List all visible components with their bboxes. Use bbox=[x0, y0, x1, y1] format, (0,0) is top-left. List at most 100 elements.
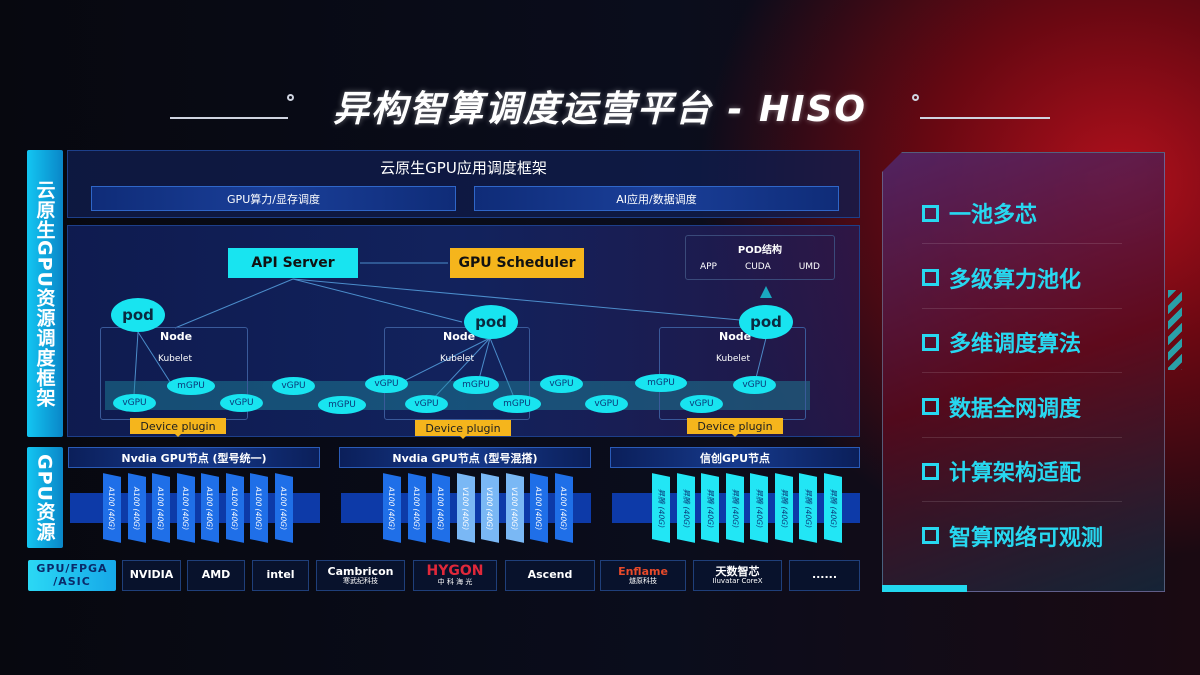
pod-structure-box: POD结构 APP CUDA UMD bbox=[685, 235, 835, 280]
page-title: 异构智算调度运营平台 - HISO bbox=[332, 89, 868, 130]
pod-ellipse: pod bbox=[111, 298, 165, 332]
title-deco-dot bbox=[912, 94, 919, 101]
panel-accent bbox=[882, 585, 967, 592]
feature-item: 智算网络可观测 bbox=[922, 520, 1103, 552]
feature-item: 多维调度算法 bbox=[922, 326, 1081, 358]
device-plugin-box: Device plugin bbox=[415, 420, 511, 439]
vgpu-ellipse: vGPU bbox=[113, 394, 156, 412]
gpu-card-label: A100 (40G) bbox=[254, 485, 264, 531]
title-deco-left bbox=[170, 117, 288, 119]
feature-panel bbox=[882, 152, 1165, 592]
vendor-subname: Iluvatar CoreX bbox=[712, 576, 763, 585]
feature-label: 多维调度算法 bbox=[949, 332, 1082, 357]
vgpu-ellipse: vGPU bbox=[405, 395, 448, 413]
vendor-subname: 中 科 海 光 bbox=[437, 578, 473, 587]
gpu-card: A100 (40G) bbox=[225, 473, 244, 543]
pod-structure-title: POD结构 bbox=[737, 245, 783, 256]
gpu-card: 昇腾 (40G) bbox=[799, 473, 817, 543]
device-plugin-box: Device plugin bbox=[687, 418, 783, 437]
gpu-scheduler-box: GPU Scheduler bbox=[450, 248, 584, 278]
gpu-card-label: V100 (40G) bbox=[485, 485, 495, 531]
vendor-logo-cambricon: Cambricon 寒武纪科技 bbox=[316, 560, 405, 591]
feature-divider bbox=[922, 307, 1122, 309]
vgpu-ellipse: vGPU bbox=[540, 375, 583, 393]
title-deco-dot bbox=[287, 94, 294, 101]
checkbox-icon bbox=[922, 269, 939, 286]
api-server-box: API Server bbox=[228, 248, 358, 278]
title-deco-right bbox=[920, 117, 1050, 119]
kubelet-label: Kubelet bbox=[716, 354, 750, 364]
gpu-card: A100 (40G) bbox=[407, 473, 426, 543]
vendor-name: intel bbox=[266, 568, 295, 582]
vendor-name: Enflame bbox=[618, 564, 668, 578]
gpu-card: V100 (40G) bbox=[481, 473, 499, 543]
vendor-name: Ascend bbox=[527, 568, 573, 582]
gpu-card: A100 (40G) bbox=[383, 473, 401, 543]
gpu-card-label: A100 (40G) bbox=[181, 485, 191, 531]
vendor-logo-ascend: Ascend bbox=[505, 560, 595, 591]
feature-label: 智算网络可观测 bbox=[949, 525, 1104, 551]
gpu-card-label: A100 (40G) bbox=[279, 485, 289, 531]
vendor-name: NVIDIA bbox=[129, 568, 174, 582]
vendor-category-label: GPU/FPGA /ASIC bbox=[28, 560, 116, 591]
gpu-card-label: 昇腾 (40G) bbox=[681, 487, 690, 529]
gpu-card: 昇腾 (40G) bbox=[701, 473, 719, 543]
node-box bbox=[384, 327, 530, 420]
ai-data-scheduling: AI应用/数据调度 bbox=[474, 186, 839, 211]
vendor-subname: 寒武纪科技 bbox=[343, 576, 378, 585]
vendor-name: Cambricon bbox=[327, 564, 394, 578]
feature-item: 数据全网调度 bbox=[922, 391, 1081, 423]
resources-label: GPU资源 bbox=[27, 447, 63, 548]
mgpu-ellipse: mGPU bbox=[453, 376, 499, 394]
pod-ellipse: pod bbox=[739, 305, 793, 339]
gpu-card: A100 (40G) bbox=[152, 473, 170, 543]
gpu-card: V100 (40G) bbox=[456, 473, 475, 543]
gpu-card: 昇腾 (40G) bbox=[750, 473, 768, 543]
gpu-card-label: A100 (40G) bbox=[412, 485, 422, 531]
feature-item: 多级算力池化 bbox=[922, 262, 1081, 294]
gpu-card-label: 昇腾 (40G) bbox=[754, 487, 764, 529]
gpu-card-label: 昇腾 (40G) bbox=[730, 487, 739, 529]
vgpu-ellipse: vGPU bbox=[220, 394, 263, 412]
app-framework-panel: 云原生GPU应用调度框架 GPU算力/显存调度 AI应用/数据调度 bbox=[67, 150, 860, 218]
gpu-card-label: A100 (40G) bbox=[559, 485, 569, 531]
mgpu-ellipse: mGPU bbox=[318, 396, 366, 414]
vgpu-ellipse: vGPU bbox=[365, 375, 408, 393]
kubelet-label: Kubelet bbox=[158, 354, 192, 364]
device-plugin-box: Device plugin bbox=[130, 418, 226, 437]
pod-app: APP bbox=[699, 262, 717, 272]
app-framework-title: 云原生GPU应用调度框架 bbox=[380, 159, 547, 177]
gpu-card: A100 (40G) bbox=[274, 473, 293, 543]
vendor-name: AMD bbox=[201, 568, 231, 582]
node-label: Node bbox=[443, 330, 476, 343]
checkbox-icon bbox=[922, 204, 939, 222]
vendor-subname: 燧原科技 bbox=[629, 576, 657, 585]
checkbox-icon bbox=[922, 333, 939, 351]
gpu-card: A100 (40G) bbox=[103, 473, 121, 543]
panel-stripes bbox=[1168, 290, 1182, 370]
gpu-card: A100 (40G) bbox=[554, 473, 573, 543]
gpu-card-label: A100 (40G) bbox=[387, 485, 397, 531]
kubelet-label: Kubelet bbox=[440, 354, 474, 364]
vgpu-ellipse: vGPU bbox=[680, 395, 723, 413]
gpu-card: 昇腾 (40G) bbox=[676, 473, 695, 543]
gpu-card: A100 (40G) bbox=[530, 473, 548, 543]
vendor-logo-intel: intel bbox=[252, 560, 309, 591]
up-arrow-icon bbox=[760, 286, 772, 298]
gpu-card: V100 (40G) bbox=[505, 473, 524, 543]
pod-ellipse: pod bbox=[464, 305, 518, 339]
gpu-card-label: A100 (40G) bbox=[205, 485, 215, 531]
gpu-node-title: 信创GPU节点 bbox=[610, 447, 860, 468]
gpu-card-label: V100 (40G) bbox=[510, 485, 520, 531]
gpu-card-label: 昇腾 (40G) bbox=[705, 487, 715, 529]
gpu-card-label: A100 (40G) bbox=[534, 485, 544, 531]
feature-divider bbox=[922, 501, 1122, 502]
vendor-name: 天数智芯 bbox=[715, 564, 760, 578]
gpu-node-title: Nvdia GPU节点 (型号统一) bbox=[68, 447, 320, 468]
vendor-logo-enflame: Enflame 燧原科技 bbox=[600, 560, 686, 591]
gpu-card-label: 昇腾 (40G) bbox=[656, 487, 666, 529]
framework-label: 云原生GPU资源调度框架 bbox=[27, 150, 63, 437]
feature-label: 一池多芯 bbox=[949, 203, 1038, 228]
gpu-card-label: 昇腾 (40G) bbox=[828, 487, 837, 529]
